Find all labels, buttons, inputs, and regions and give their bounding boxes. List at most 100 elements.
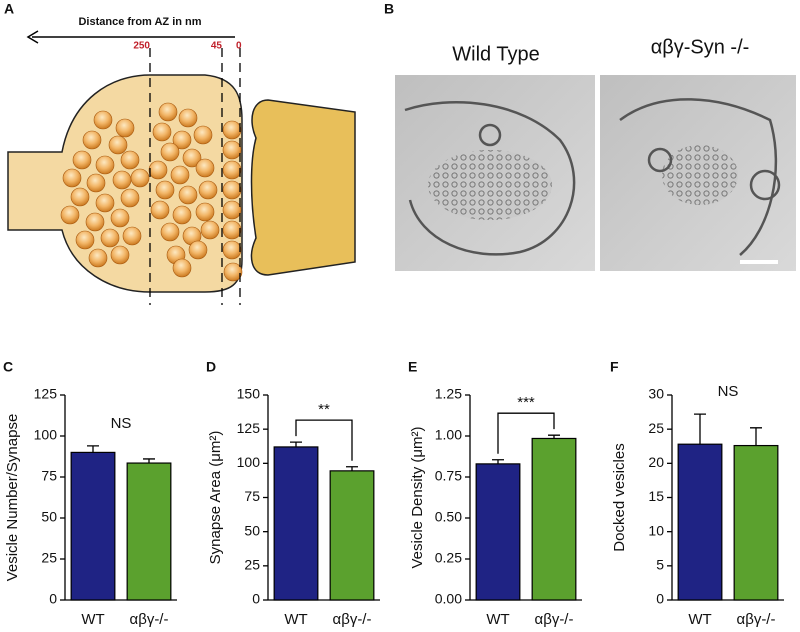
error-bar — [87, 445, 99, 453]
vesicle — [170, 165, 190, 185]
bar — [733, 444, 779, 601]
membrane — [404, 101, 576, 256]
vesicle — [222, 140, 242, 160]
y-tick-label: 25 — [244, 557, 260, 573]
vesicle — [100, 228, 120, 248]
vesicle — [223, 262, 243, 282]
y-tick-label: 10 — [648, 522, 664, 538]
panel-letter: D — [206, 359, 216, 375]
vesicle — [112, 170, 132, 190]
vesicle — [155, 180, 175, 200]
y-tick-label: 75 — [244, 488, 260, 504]
vesicle — [182, 148, 202, 168]
bar — [70, 451, 116, 601]
error-bar — [694, 413, 706, 445]
vesicle — [95, 193, 115, 213]
y-axis-label: Vesicle Density (μm²) — [409, 426, 426, 568]
x-tick-label: WT — [486, 611, 509, 628]
vesicle — [222, 240, 242, 260]
y-tick-label: 20 — [648, 454, 664, 470]
vesicle — [95, 155, 115, 175]
vesicles — [60, 102, 243, 282]
postsynaptic-terminal — [250, 99, 356, 276]
vesicle — [70, 187, 90, 207]
panel-letter: B — [384, 1, 394, 17]
vesicle — [88, 248, 108, 268]
vesicle — [178, 108, 198, 128]
vesicle — [115, 118, 135, 138]
error-bar — [346, 466, 358, 471]
y-tick-label: 0 — [49, 591, 57, 607]
x-tick-label: αβγ-/- — [130, 611, 169, 628]
vesicle — [120, 188, 140, 208]
vesicle — [193, 125, 213, 145]
vesicle — [172, 205, 192, 225]
vesicle — [222, 220, 242, 240]
vesicle — [60, 205, 80, 225]
error-bar — [750, 427, 762, 446]
vesicle — [122, 226, 142, 246]
y-tick-label: 0.75 — [435, 468, 462, 484]
vesicle — [195, 202, 215, 222]
y-tick-label: 1.00 — [435, 427, 462, 443]
significance-bracket — [497, 412, 555, 454]
y-tick-label: 125 — [34, 386, 58, 402]
membrane — [749, 169, 781, 201]
bar — [475, 463, 521, 601]
significance-label: NS — [111, 415, 132, 432]
y-tick-label: 150 — [237, 386, 261, 402]
y-tick-label: 0.25 — [435, 550, 462, 566]
marker-label: 45 — [211, 41, 223, 52]
marker-label: 250 — [133, 41, 150, 52]
vesicle — [172, 258, 192, 278]
y-axis-label: Vesicle Number/Synapse — [4, 414, 21, 582]
vesicle — [86, 173, 106, 193]
y-axis-label: Docked vesicles — [611, 443, 628, 551]
panel-letter: C — [3, 359, 13, 375]
x-tick-label: αβγ-/- — [737, 611, 776, 628]
marker-label: 0 — [236, 41, 242, 52]
vesicle — [222, 160, 242, 180]
panel-letter: F — [610, 359, 619, 375]
vesicle — [160, 142, 180, 162]
y-tick-label: 75 — [41, 468, 57, 484]
membrane — [647, 147, 673, 173]
vesicle — [195, 158, 215, 178]
y-tick-label: 1.25 — [435, 386, 462, 402]
vesicle — [152, 122, 172, 142]
y-tick-label: 50 — [244, 522, 260, 538]
bar — [531, 437, 577, 601]
panel-letter: A — [4, 1, 14, 17]
x-tick-label: αβγ-/- — [333, 611, 372, 628]
x-tick-label: αβγ-/- — [535, 611, 574, 628]
vesicle-cluster — [428, 150, 552, 220]
error-bar — [548, 434, 560, 439]
arrow-head — [26, 30, 39, 44]
y-axis-label: Synapse Area (μm²) — [207, 431, 224, 565]
vesicle — [93, 110, 113, 130]
vesicle — [178, 185, 198, 205]
x-tick-label: WT — [688, 611, 711, 628]
y-tick-label: 0 — [656, 591, 664, 607]
vesicle — [222, 120, 242, 140]
y-tick-label: 0.50 — [435, 509, 462, 525]
vesicle — [85, 212, 105, 232]
membrane — [478, 123, 502, 147]
y-tick-label: 5 — [656, 557, 664, 573]
y-tick-label: 100 — [237, 454, 261, 470]
vesicle — [222, 200, 242, 220]
vesicle — [172, 130, 192, 150]
vesicle-cluster — [662, 145, 738, 205]
vesicle — [62, 168, 82, 188]
y-tick-label: 50 — [41, 509, 57, 525]
membrane — [619, 98, 778, 256]
significance-label: ** — [318, 401, 330, 418]
panel-letter: E — [408, 359, 417, 375]
axis-label: Distance from AZ in nm — [78, 16, 201, 28]
vesicle — [120, 150, 140, 170]
bar — [126, 462, 172, 601]
y-tick-label: 25 — [41, 550, 57, 566]
significance-bracket — [295, 419, 353, 461]
